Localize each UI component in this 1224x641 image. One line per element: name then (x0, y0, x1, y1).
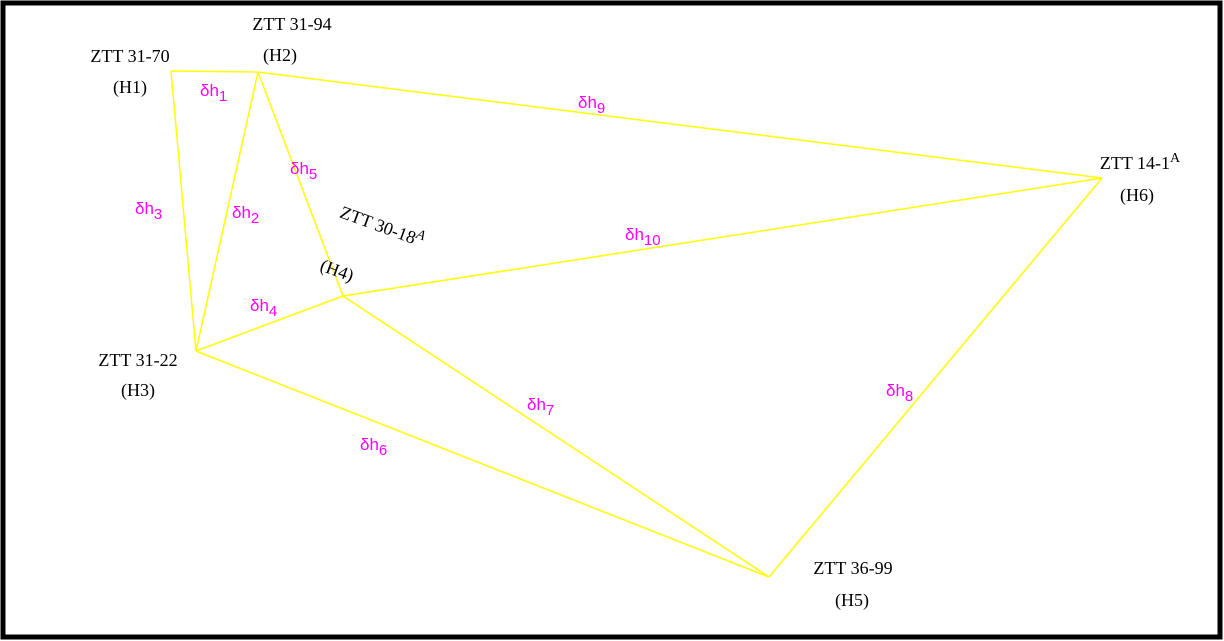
node-name-text: ZTT 14-1 (1100, 153, 1170, 173)
node-name: ZTT 31-94 (252, 14, 331, 34)
edge-subscript: 4 (269, 303, 277, 320)
node-name: ZTT 31-22 (98, 350, 177, 370)
edge-line (195, 71, 259, 352)
edge-label: δh9 (578, 93, 605, 117)
node-name: ZTT 36-99 (813, 558, 892, 578)
edge-subscript: 2 (251, 210, 259, 227)
edge-symbol: δh (135, 199, 154, 218)
node-id: (H2) (263, 45, 297, 66)
edge-line (170, 70, 197, 352)
edge-subscript: 8 (905, 388, 913, 405)
edge-symbol: δh (578, 93, 597, 112)
edge-label: δh6 (360, 435, 387, 459)
edge-subscript: 5 (309, 166, 317, 183)
edge-subscript: 1 (219, 88, 227, 105)
edge-line (257, 71, 344, 297)
edge-line (768, 177, 1103, 578)
edge-line (195, 295, 344, 352)
edge-label: δh7 (527, 395, 554, 419)
node-id: (H3) (121, 380, 155, 401)
edge-line (342, 295, 770, 578)
node-name-text: ZTT 31-22 (98, 350, 177, 370)
edge-symbol: δh (250, 296, 269, 315)
node-name-text: ZTT 36-99 (813, 558, 892, 578)
node-id: (H1) (113, 77, 147, 98)
edge-subscript: 10 (644, 232, 661, 249)
node-name: ZTT 31-70 (90, 46, 169, 66)
edge-symbol: δh (625, 225, 644, 244)
edge-subscript: 6 (379, 442, 387, 459)
edge-label: δh8 (886, 381, 913, 405)
edge-symbol: δh (200, 81, 219, 100)
edge-subscript: 3 (154, 206, 162, 223)
edge-label: δh5 (290, 159, 317, 183)
edge-label: δh4 (250, 296, 277, 320)
node-name-text: ZTT 31-70 (90, 46, 169, 66)
edge-subscript: 9 (597, 100, 605, 117)
node-id: (H6) (1120, 185, 1154, 206)
edge-label: δh1 (200, 81, 227, 105)
edge-label: δh3 (135, 199, 162, 223)
edge-symbol: δh (886, 381, 905, 400)
node-name: ZTT 14-1A (1100, 151, 1181, 173)
edge-symbol: δh (232, 203, 251, 222)
edge-symbol: δh (290, 159, 309, 178)
edge-label: δh10 (625, 225, 661, 249)
edge-line (170, 70, 259, 73)
node-name-text: ZTT 31-94 (252, 14, 331, 34)
edge-label: δh2 (232, 203, 259, 227)
node-id: (H5) (835, 590, 869, 611)
edge-subscript: 7 (546, 402, 554, 419)
node-superscript: A (1170, 151, 1181, 166)
edge-symbol: δh (360, 435, 379, 454)
edge-symbol: δh (527, 395, 546, 414)
edge-line (342, 177, 1103, 297)
edge-line (257, 71, 1103, 179)
edge-line (195, 350, 770, 578)
